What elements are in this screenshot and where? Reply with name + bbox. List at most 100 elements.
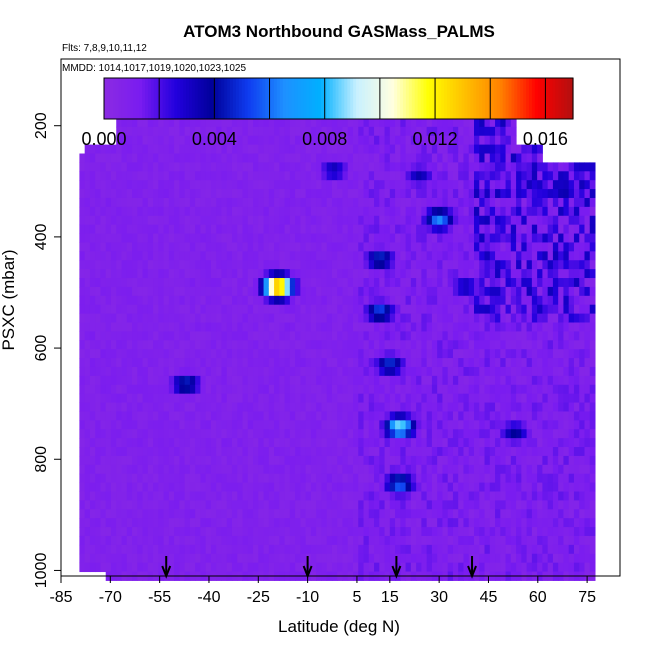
heat-cell-488	[126, 509, 133, 519]
heat-cell-1147	[195, 242, 201, 252]
heat-cell-335	[110, 562, 117, 573]
heat-cell-3775	[452, 518, 459, 528]
heat-cell-164	[95, 331, 101, 341]
heat-cell-4969	[579, 429, 585, 439]
heat-cell-2178	[295, 455, 301, 466]
heat-cell-4307	[505, 535, 512, 546]
heat-cell-3697	[447, 295, 454, 306]
heat-cell-3713	[447, 438, 454, 448]
heat-cell-4437	[521, 349, 528, 359]
heat-cell-3608	[437, 447, 443, 457]
heat-cell-1692	[247, 375, 254, 386]
heat-cell-168	[95, 366, 101, 377]
heat-cell-3353	[410, 535, 417, 546]
heat-cell-3742	[452, 224, 459, 235]
heat-cell-2137	[289, 562, 296, 573]
heat-cell-798	[158, 438, 165, 448]
heat-cell-1155	[195, 313, 201, 323]
heat-cell-354	[116, 260, 122, 270]
heat-cell-301	[110, 260, 117, 270]
heat-cell-4037	[479, 491, 486, 501]
heat-cell-3986	[474, 509, 480, 519]
heat-cell-1488	[226, 447, 233, 457]
heat-cell-2899	[368, 269, 375, 279]
heat-cell-3930	[468, 482, 475, 492]
heat-cell-131	[89, 464, 96, 475]
heatmap-field	[79, 109, 596, 581]
heat-cell-1060	[184, 411, 191, 421]
heat-cell-3239	[400, 464, 407, 475]
heat-cell-2034	[284, 117, 291, 128]
heat-cell-3935	[468, 527, 475, 537]
heat-cell-3087	[384, 527, 391, 537]
heat-cell-1943	[274, 251, 280, 261]
heat-cell-122	[89, 384, 96, 395]
heat-cell-2967	[374, 402, 380, 412]
heat-cell-2173	[295, 411, 301, 421]
heat-cell-3094	[389, 117, 396, 128]
heat-cell-4767	[558, 304, 564, 315]
heat-cell-2555	[331, 509, 338, 519]
heat-cell-4726	[552, 358, 559, 368]
heat-cell-1522	[231, 278, 238, 288]
heat-cell-4779	[558, 411, 564, 421]
heat-cell-2755	[353, 402, 359, 412]
heat-cell-1326	[210, 420, 217, 430]
heat-cell-2338	[310, 464, 317, 475]
heat-cell-2803	[358, 358, 365, 368]
heat-cell-4660	[547, 189, 554, 199]
heat-cell-2223	[300, 384, 307, 395]
heat-cell-4074	[484, 349, 491, 359]
heat-cell-2894	[368, 224, 375, 235]
heat-cell-2978	[374, 500, 380, 510]
heat-cell-2895	[368, 233, 375, 243]
heat-cell-4304	[505, 509, 512, 519]
heat-cell-3214	[400, 242, 407, 252]
heat-cell-758	[153, 553, 159, 564]
heat-cell-3667	[442, 500, 449, 510]
heat-cell-3434	[421, 313, 428, 323]
heat-cell-2442	[321, 447, 328, 457]
heat-cell-2839	[363, 206, 370, 217]
heat-cell-2840	[363, 215, 370, 226]
heat-cell-706	[147, 562, 154, 573]
heat-cell-3593	[437, 313, 443, 323]
heat-cell-4355	[510, 491, 517, 501]
heat-cell-2560	[331, 553, 338, 564]
heat-cell-3959	[474, 269, 480, 279]
heat-cell-1163	[195, 384, 201, 395]
heat-cell-2041	[284, 180, 291, 190]
heat-cell-4980	[579, 527, 585, 537]
heat-cell-1577	[237, 295, 244, 306]
heat-cell-1504	[231, 117, 238, 128]
heat-cell-1019	[179, 518, 186, 528]
heat-cell-3447	[421, 429, 428, 439]
heat-cell-3663	[442, 464, 449, 475]
heat-cell-4966	[579, 402, 585, 412]
heat-cell-2119	[289, 402, 296, 412]
heat-cell-1910	[268, 429, 275, 439]
heat-cell-2912	[368, 384, 375, 395]
heat-cell-27	[79, 393, 86, 404]
heat-cell-1809	[258, 473, 265, 484]
heat-cell-118	[89, 349, 96, 359]
heat-cell-3580	[437, 197, 443, 208]
heat-cell-4379	[516, 269, 522, 279]
heat-cell-2431	[321, 349, 328, 359]
heat-cell-958	[174, 447, 180, 457]
heat-cell-1847	[263, 340, 270, 350]
heat-cell-1378	[216, 411, 222, 421]
heat-cell-2656	[342, 464, 349, 475]
heat-cell-4773	[558, 358, 564, 368]
heat-cell-1892	[268, 269, 275, 279]
heat-cell-463	[126, 286, 133, 297]
heat-cell-4298	[505, 455, 512, 466]
heat-cell-1431	[221, 411, 228, 421]
heat-cell-4316	[510, 144, 517, 154]
heat-cell-359	[116, 304, 122, 315]
heat-cell-3714	[447, 447, 454, 457]
heat-cell-3513	[426, 544, 433, 555]
heat-cell-2693	[347, 322, 354, 332]
heat-cell-4392	[516, 384, 522, 395]
heat-cell-3276	[405, 322, 412, 332]
